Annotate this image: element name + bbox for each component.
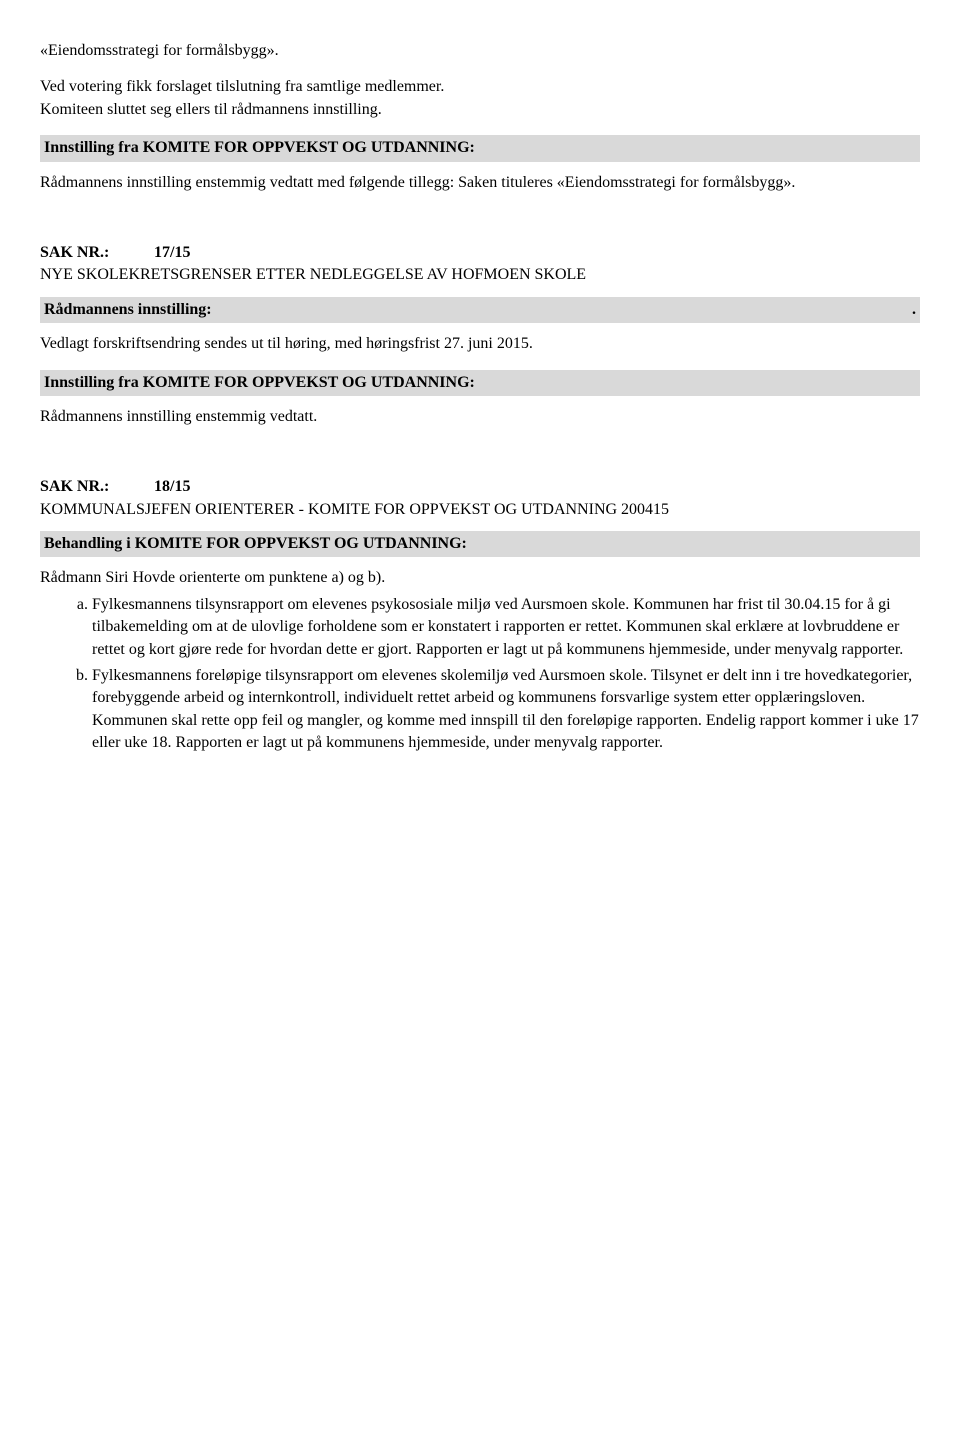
sak18-num: 18/15 bbox=[154, 478, 190, 495]
sak17-heading1-dot: . bbox=[912, 299, 916, 321]
block1-body: Rådmannens innstilling enstemmig vedtatt… bbox=[40, 172, 920, 194]
sak17-title: NYE SKOLEKRETSGRENSER ETTER NEDLEGGELSE … bbox=[40, 264, 920, 286]
intro-line-1: «Eiendomsstrategi for formålsbygg». bbox=[40, 40, 920, 62]
sak17-heading2: Innstilling fra KOMITE FOR OPPVEKST OG U… bbox=[40, 370, 920, 396]
sak17-body1: Vedlagt forskriftsendring sendes ut til … bbox=[40, 333, 920, 355]
sak18-title: KOMMUNALSJEFEN ORIENTERER - KOMITE FOR O… bbox=[40, 499, 920, 521]
sak18-heading: Behandling i KOMITE FOR OPPVEKST OG UTDA… bbox=[40, 531, 920, 557]
sak17-header: SAK NR.: 17/15 bbox=[40, 242, 920, 264]
sak17-label: SAK NR.: bbox=[40, 244, 109, 261]
sak18-list: Fylkesmannens tilsynsrapport om elevenes… bbox=[40, 594, 920, 755]
sak17-body2: Rådmannens innstilling enstemmig vedtatt… bbox=[40, 406, 920, 428]
intro-line-3: Komiteen sluttet seg ellers til rådmanne… bbox=[40, 99, 920, 121]
sak18-item-a: Fylkesmannens tilsynsrapport om elevenes… bbox=[92, 594, 920, 661]
sak18-item-b: Fylkesmannens foreløpige tilsynsrapport … bbox=[92, 665, 920, 755]
intro-line-2: Ved votering fikk forslaget tilslutning … bbox=[40, 76, 920, 98]
sak17-num: 17/15 bbox=[154, 244, 190, 261]
sak18-label: SAK NR.: bbox=[40, 478, 109, 495]
sak18-lead: Rådmann Siri Hovde orienterte om punkten… bbox=[40, 567, 920, 589]
sak17-heading1: Rådmannens innstilling: bbox=[44, 299, 212, 321]
sak18-header: SAK NR.: 18/15 bbox=[40, 476, 920, 498]
block1-heading: Innstilling fra KOMITE FOR OPPVEKST OG U… bbox=[40, 135, 920, 161]
